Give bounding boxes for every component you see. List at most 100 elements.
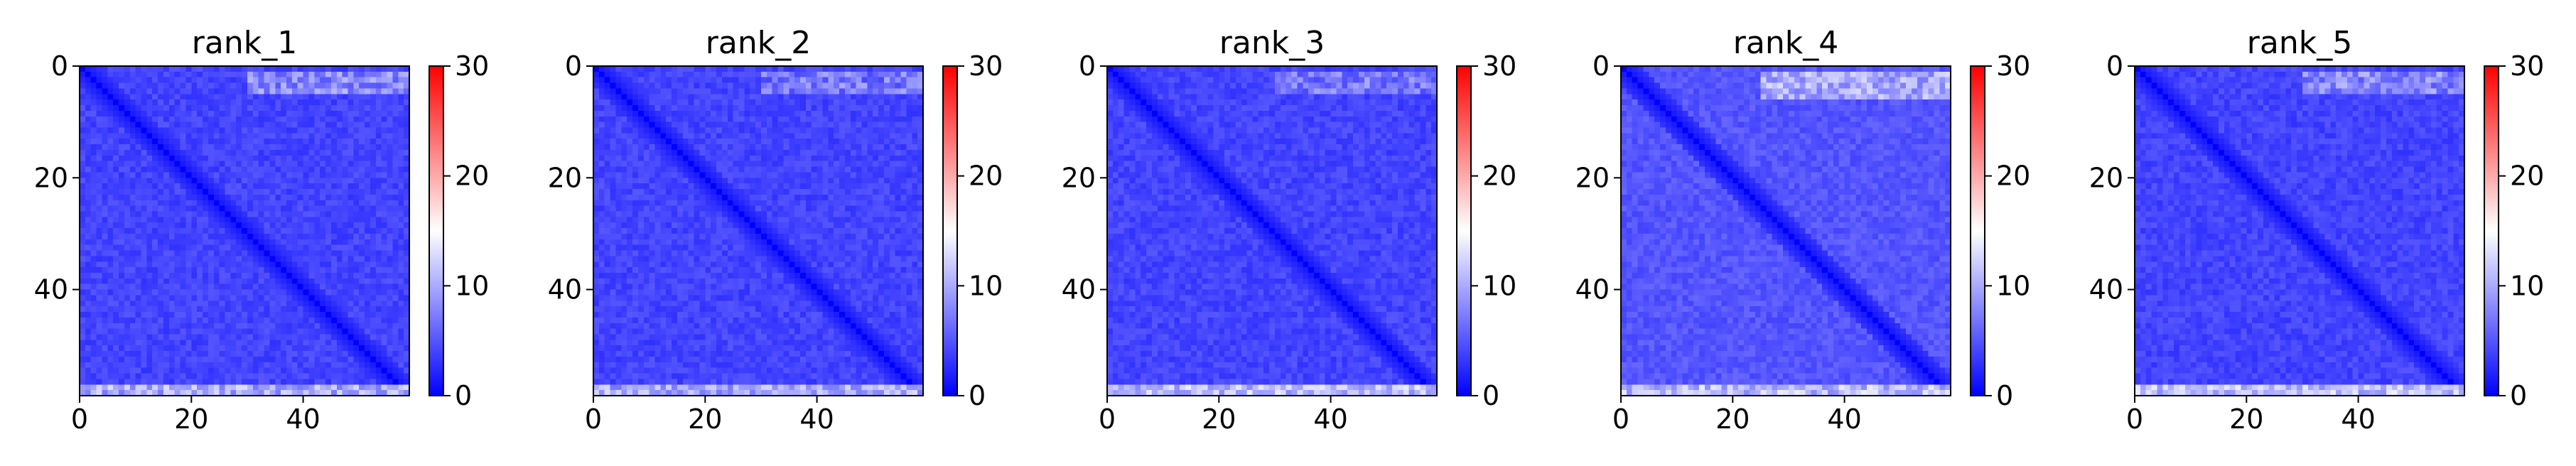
heatmap-cell xyxy=(359,211,365,217)
heatmap-cell xyxy=(370,256,377,262)
heatmap-cell xyxy=(392,228,399,234)
heatmap-cell xyxy=(878,178,885,184)
heatmap-cell xyxy=(799,149,807,156)
heatmap-cell xyxy=(330,390,338,396)
heatmap-cell xyxy=(269,155,276,162)
heatmap-cell xyxy=(906,144,912,151)
heatmap-cell xyxy=(873,189,879,195)
heatmap-cell xyxy=(342,222,349,229)
heatmap-cell xyxy=(314,250,320,256)
heatmap-cell xyxy=(275,228,281,234)
heatmap-cell xyxy=(303,379,310,385)
heatmap-cell xyxy=(208,356,215,363)
heatmap-cell xyxy=(621,144,627,151)
heatmap-cell xyxy=(242,94,248,100)
heatmap-cell xyxy=(252,244,259,251)
heatmap-cell xyxy=(649,99,656,106)
heatmap-cell xyxy=(119,340,125,346)
heatmap-cell xyxy=(883,144,890,151)
heatmap-cell xyxy=(375,121,382,129)
heatmap-cell xyxy=(711,66,717,72)
heatmap-cell xyxy=(80,334,86,340)
heatmap-cell xyxy=(721,94,728,100)
heatmap-cell xyxy=(627,105,633,112)
heatmap-cell xyxy=(895,99,902,106)
heatmap-cell xyxy=(766,127,773,134)
heatmap-cell xyxy=(844,189,851,195)
heatmap-cell xyxy=(637,149,645,156)
heatmap-cell xyxy=(794,121,801,129)
heatmap-cell xyxy=(124,161,131,168)
heatmap-cell xyxy=(146,323,153,330)
heatmap-cell xyxy=(208,239,215,246)
heatmap-cell xyxy=(168,384,176,391)
heatmap-cell xyxy=(269,379,276,385)
heatmap-cell xyxy=(236,367,242,374)
heatmap-cell xyxy=(387,183,393,190)
heatmap-cell xyxy=(158,362,164,369)
heatmap-cell xyxy=(744,139,750,145)
heatmap-cell xyxy=(593,71,600,78)
heatmap-cell xyxy=(286,345,293,352)
heatmap-cell xyxy=(264,267,270,273)
heatmap-cell xyxy=(381,312,388,318)
heatmap-cell xyxy=(320,278,326,285)
heatmap-cell xyxy=(398,272,404,279)
heatmap-cell xyxy=(297,239,304,246)
heatmap-cell xyxy=(610,144,617,151)
heatmap-cell xyxy=(365,77,371,84)
heatmap-cell xyxy=(191,116,198,123)
heatmap-cell xyxy=(236,99,242,106)
heatmap-cell xyxy=(236,189,242,195)
heatmap-cell xyxy=(158,183,164,190)
heatmap-cell xyxy=(242,77,248,84)
heatmap-cell xyxy=(135,367,142,374)
heatmap-cell xyxy=(135,133,142,139)
heatmap-cell xyxy=(387,94,393,100)
heatmap-cell xyxy=(258,328,265,335)
heatmap-cell xyxy=(314,256,320,262)
heatmap-cell xyxy=(794,94,801,100)
heatmap-cell xyxy=(320,328,326,335)
heatmap-cell xyxy=(336,66,343,72)
heatmap-cell xyxy=(672,139,678,145)
heatmap-cell xyxy=(96,161,103,168)
heatmap-cell xyxy=(174,233,181,240)
heatmap-cell xyxy=(146,211,153,217)
heatmap-cell xyxy=(598,88,605,94)
heatmap-cell xyxy=(610,110,617,117)
heatmap-cell xyxy=(873,110,879,117)
heatmap-cell xyxy=(264,256,270,262)
heatmap-cell xyxy=(727,66,734,72)
heatmap-cell xyxy=(760,77,767,84)
heatmap-cell xyxy=(308,345,315,352)
heatmap-cell xyxy=(146,295,153,301)
heatmap-cell xyxy=(308,127,315,134)
heatmap-cell xyxy=(375,217,382,223)
heatmap-cell xyxy=(387,351,393,357)
heatmap-cell xyxy=(705,166,711,173)
heatmap-cell xyxy=(291,373,298,379)
x-tick-label: 0 xyxy=(71,403,88,435)
heatmap-cell xyxy=(197,362,203,369)
heatmap-cell xyxy=(107,312,114,318)
heatmap-cell xyxy=(347,317,354,324)
heatmap-cell xyxy=(242,228,248,234)
heatmap-cell xyxy=(610,127,617,134)
heatmap-cell xyxy=(124,172,131,178)
heatmap-cell xyxy=(627,200,633,207)
heatmap-cell xyxy=(632,71,639,78)
heatmap-cell xyxy=(308,121,315,129)
heatmap-cell xyxy=(252,340,259,346)
heatmap-cell xyxy=(236,312,242,318)
heatmap-cell xyxy=(291,155,298,162)
heatmap-cell xyxy=(191,373,198,379)
heatmap-cell xyxy=(359,306,365,313)
heatmap-cell xyxy=(336,356,343,363)
heatmap-cell xyxy=(146,300,153,307)
heatmap-cell xyxy=(203,272,209,279)
heatmap-cell xyxy=(398,127,404,134)
heatmap-cell xyxy=(124,127,131,134)
heatmap-cell xyxy=(158,71,164,78)
heatmap-cell xyxy=(191,189,198,195)
